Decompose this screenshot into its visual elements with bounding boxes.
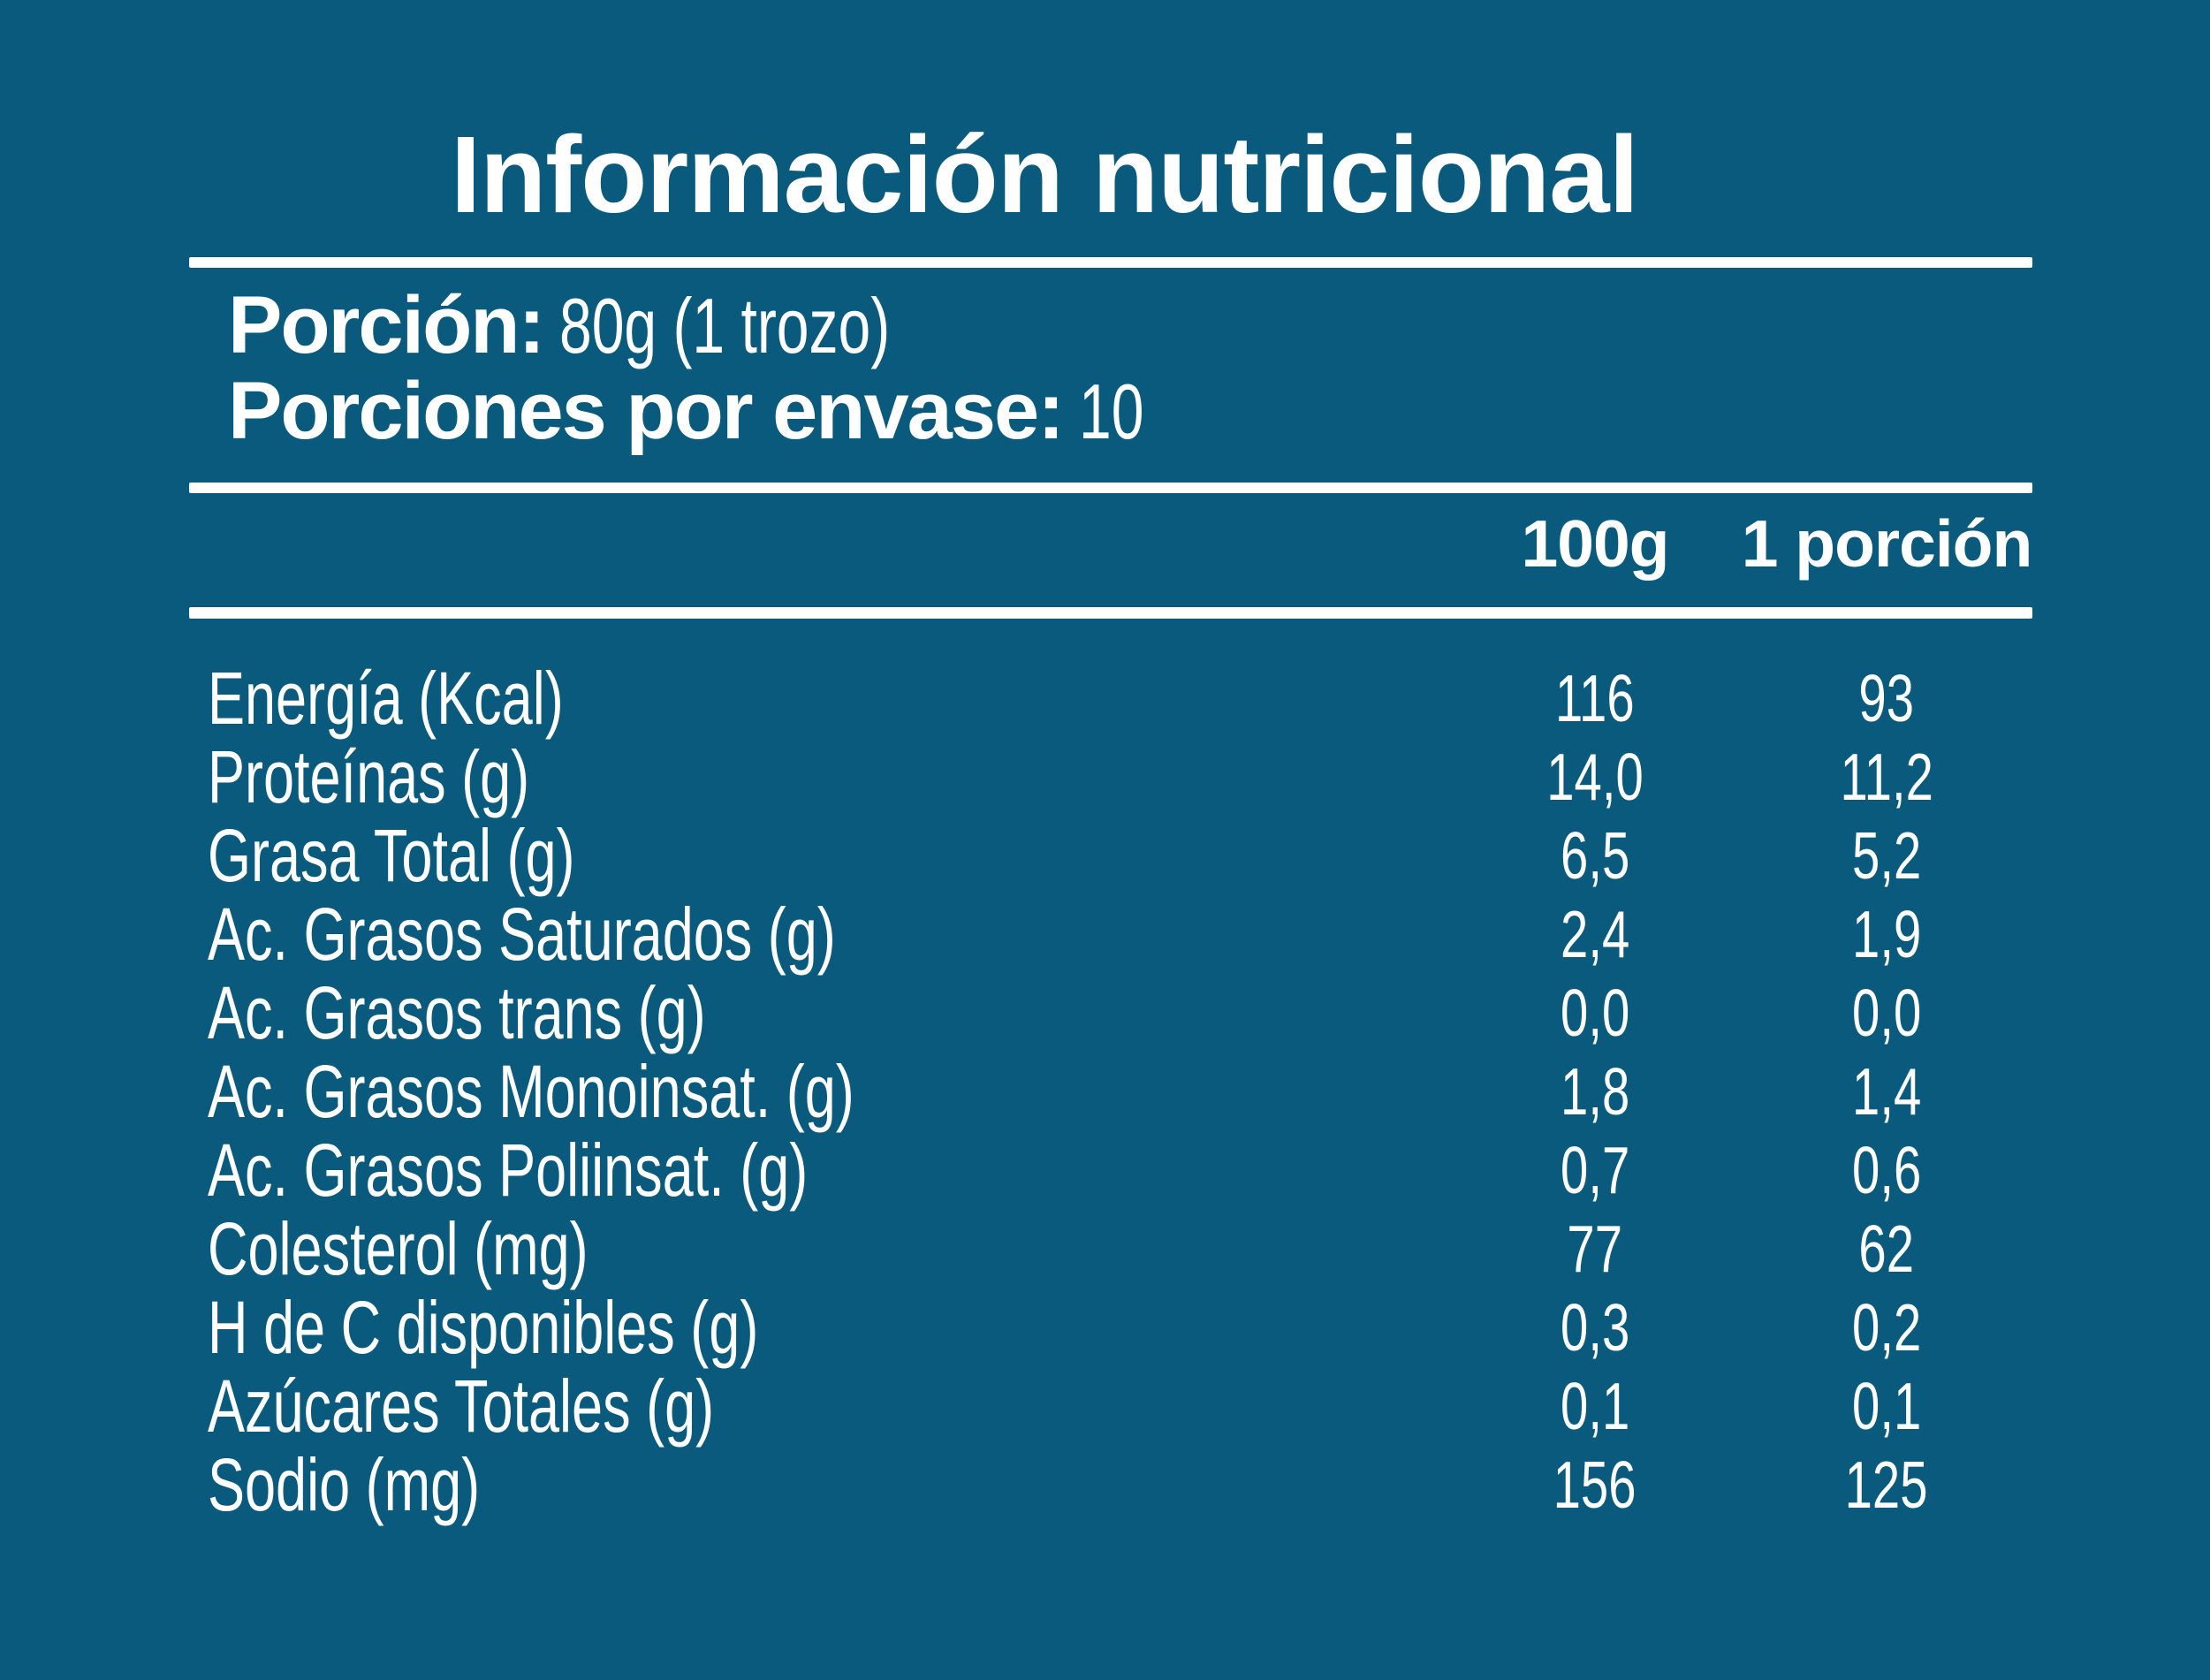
value-per-portion-text: 125 — [1845, 1448, 1928, 1522]
servings-per-container-value: 10 — [1078, 368, 1144, 455]
table-row: H de C disponibles (g) 0,3 0,2 — [194, 1289, 2032, 1367]
nutrient-label-text: H de C disponibles (g) — [208, 1286, 759, 1369]
column-header-100g: 100g — [1521, 506, 1670, 581]
value-per-portion-text: 0,0 — [1851, 976, 1922, 1050]
value-per-portion-text: 0,2 — [1851, 1290, 1922, 1365]
table-row: Azúcares Totales (g) 0,1 0,1 — [194, 1367, 2032, 1446]
value-per-100g: 77 — [1449, 1210, 1741, 1289]
header-bottom-divider — [189, 607, 2032, 619]
value-per-portion: 11,2 — [1741, 738, 2032, 817]
value-per-portion: 1,4 — [1741, 1053, 2032, 1131]
value-per-100g-text: 156 — [1553, 1448, 1637, 1522]
table-column-headers: 100g 1 porción — [194, 504, 2033, 583]
nutrient-label-text: Energía (Kcal) — [208, 657, 564, 740]
nutrient-label: Ac. Grasos Monoinsat. (g) — [194, 1053, 1449, 1131]
value-per-100g: 0,3 — [1449, 1289, 1741, 1367]
value-per-portion: 93 — [1741, 659, 2032, 738]
nutrient-label-text: Grasa Total (g) — [208, 814, 575, 897]
value-per-portion-text: 93 — [1858, 661, 1915, 735]
value-per-100g: 1,8 — [1449, 1053, 1741, 1131]
nutrient-label: Sodio (mg) — [194, 1446, 1449, 1524]
value-per-100g: 14,0 — [1449, 738, 1741, 817]
value-per-portion-text: 0,1 — [1851, 1369, 1922, 1443]
value-per-portion: 0,2 — [1741, 1289, 2032, 1367]
value-per-100g: 6,5 — [1449, 817, 1741, 895]
value-per-100g: 2,4 — [1449, 895, 1741, 974]
table-row: Energía (Kcal) 116 93 — [194, 659, 2032, 738]
table-row: Ac. Grasos Saturados (g) 2,4 1,9 — [194, 895, 2032, 974]
value-per-portion-text: 1,4 — [1851, 1054, 1922, 1129]
nutrient-label: Grasa Total (g) — [194, 817, 1449, 895]
table-row: Grasa Total (g) 6,5 5,2 — [194, 817, 2032, 895]
nutrient-label: Ac. Grasos Saturados (g) — [194, 895, 1449, 974]
nutrient-label: Ac. Grasos trans (g) — [194, 974, 1449, 1053]
table-row: Colesterol (mg) 77 62 — [194, 1210, 2032, 1289]
value-per-portion: 0,0 — [1741, 974, 2032, 1053]
value-per-100g-text: 0,3 — [1560, 1290, 1630, 1365]
serving-info: Porción: 80g (1 trozo) Porciones por enva… — [228, 283, 1166, 456]
nutrient-label-text: Azúcares Totales (g) — [208, 1365, 715, 1448]
value-per-portion-text: 0,6 — [1851, 1133, 1922, 1207]
portion-line: Porción: 80g (1 trozo) — [228, 283, 1166, 369]
value-per-100g-text: 6,5 — [1560, 818, 1630, 893]
value-per-100g-text: 0,1 — [1560, 1369, 1630, 1443]
nutrient-label: H de C disponibles (g) — [194, 1289, 1449, 1367]
value-per-portion: 1,9 — [1741, 895, 2032, 974]
value-per-100g-text: 14,0 — [1546, 740, 1644, 814]
nutrient-label: Energía (Kcal) — [194, 659, 1449, 738]
value-per-100g-text: 1,8 — [1560, 1054, 1630, 1129]
value-per-portion-text: 62 — [1858, 1212, 1915, 1286]
value-per-100g: 0,1 — [1449, 1367, 1741, 1446]
table-row: Ac. Grasos Poliinsat. (g) 0,7 0,6 — [194, 1131, 2032, 1210]
table-row: Ac. Grasos Monoinsat. (g) 1,8 1,4 — [194, 1053, 2032, 1131]
value-per-portion: 0,1 — [1741, 1367, 2032, 1446]
value-per-portion-text: 11,2 — [1840, 740, 1933, 814]
nutrient-label-text: Colesterol (mg) — [208, 1207, 589, 1290]
value-per-100g-text: 77 — [1567, 1212, 1623, 1286]
nutrient-table: Energía (Kcal) 116 93 Proteínas (g) 14,0 11,2… — [194, 659, 2032, 1524]
value-per-100g-text: 0,0 — [1560, 976, 1630, 1050]
header-top-divider — [189, 483, 2032, 493]
page-title: Información nutricional — [451, 115, 1639, 236]
nutrient-label: Colesterol (mg) — [194, 1210, 1449, 1289]
value-per-100g: 116 — [1449, 659, 1741, 738]
value-per-portion: 0,6 — [1741, 1131, 2032, 1210]
value-per-100g-text: 116 — [1555, 661, 1635, 735]
value-per-100g-text: 2,4 — [1560, 897, 1630, 971]
table-row: Proteínas (g) 14,0 11,2 — [194, 738, 2032, 817]
value-per-100g: 156 — [1449, 1446, 1741, 1524]
nutrient-label-text: Ac. Grasos Poliinsat. (g) — [208, 1129, 809, 1212]
value-per-portion: 125 — [1741, 1446, 2032, 1524]
table-row: Sodio (mg) 156 125 — [194, 1446, 2032, 1524]
nutrient-label: Azúcares Totales (g) — [194, 1367, 1449, 1446]
value-per-portion: 5,2 — [1741, 817, 2032, 895]
value-per-portion: 62 — [1741, 1210, 2032, 1289]
value-per-100g-text: 0,7 — [1560, 1133, 1630, 1207]
nutrient-label: Ac. Grasos Poliinsat. (g) — [194, 1131, 1449, 1210]
nutrient-label-text: Ac. Grasos Monoinsat. (g) — [208, 1050, 854, 1133]
value-per-100g: 0,0 — [1449, 974, 1741, 1053]
value-per-100g: 0,7 — [1449, 1131, 1741, 1210]
nutrient-label-text: Proteínas (g) — [208, 735, 530, 818]
header-spacer — [194, 504, 1449, 583]
nutrient-label-text: Ac. Grasos trans (g) — [208, 971, 706, 1054]
portion-label: Porción: — [228, 280, 545, 370]
value-per-portion-text: 1,9 — [1851, 897, 1922, 971]
value-per-portion-text: 5,2 — [1851, 818, 1922, 893]
servings-per-container-line: Porciones por envase: 10 — [228, 366, 1166, 456]
column-header-portion: 1 porción — [1741, 506, 2033, 581]
nutrient-label-text: Ac. Grasos Saturados (g) — [208, 893, 836, 976]
nutrient-label: Proteínas (g) — [194, 738, 1449, 817]
title-divider — [189, 257, 2032, 268]
nutrient-label-text: Sodio (mg) — [208, 1443, 481, 1526]
portion-value: 80g (1 trozo) — [559, 282, 891, 369]
table-row: Ac. Grasos trans (g) 0,0 0,0 — [194, 974, 2032, 1053]
servings-per-container-label: Porciones por envase: — [228, 366, 1065, 456]
